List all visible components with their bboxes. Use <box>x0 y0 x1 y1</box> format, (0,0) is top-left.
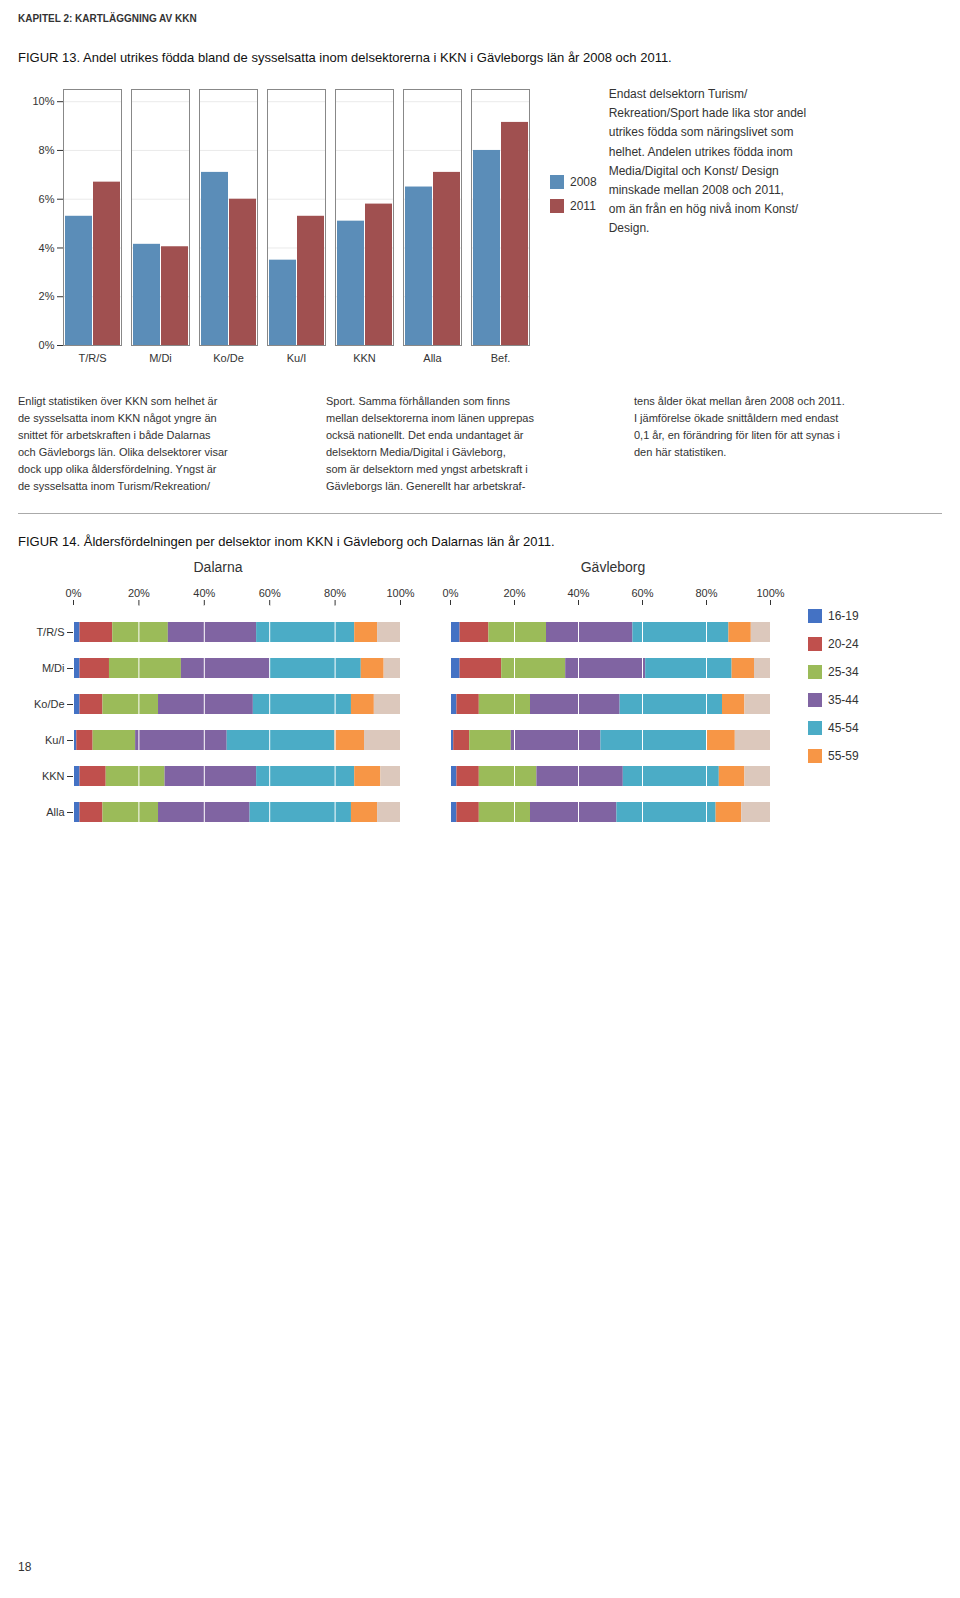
svg-text:80%: 80% <box>695 587 717 599</box>
svg-text:M/Di: M/Di <box>42 662 65 674</box>
svg-text:60%: 60% <box>631 587 653 599</box>
html-text:25-34: 25-34 <box>828 665 859 680</box>
svg-text:100%: 100% <box>756 587 784 599</box>
svg-text:T/R/S: T/R/S <box>78 352 106 364</box>
svg-text:80%: 80% <box>324 587 346 599</box>
svg-text:20%: 20% <box>503 587 525 599</box>
html-text:Endast delsektorn Turism/ Rekr: Endast delsektorn Turism/ Rekreation/Spo… <box>608 87 807 236</box>
svg-text:40%: 40% <box>567 587 589 599</box>
html-text:Dalarna: Dalarna <box>193 559 243 576</box>
svg-text:KKN: KKN <box>42 770 65 782</box>
html-text:55-59: 55-59 <box>828 749 859 764</box>
svg-text:100%: 100% <box>386 587 414 599</box>
svg-text:2%: 2% <box>39 290 55 302</box>
svg-text:Ko/De: Ko/De <box>34 698 65 710</box>
svg-text:0%: 0% <box>39 339 55 351</box>
svg-text:40%: 40% <box>193 587 215 599</box>
svg-text:6%: 6% <box>39 193 55 205</box>
html-text:45-54: 45-54 <box>828 721 859 736</box>
svg-text:M/Di: M/Di <box>149 352 172 364</box>
svg-text:0%: 0% <box>66 587 82 599</box>
html-text:FIGUR 13. Andel utrikes födda: FIGUR 13. Andel utrikes födda bland de s… <box>18 50 672 65</box>
svg-text:Ko/De: Ko/De <box>213 352 244 364</box>
html-text:35-44: 35-44 <box>828 693 859 708</box>
svg-text:0%: 0% <box>443 587 459 599</box>
html-text:18: 18 <box>18 1560 32 1574</box>
html-text:Sport. Samma förhållanden som: Sport. Samma förhållanden som finns mell… <box>326 395 534 493</box>
svg-text:20%: 20% <box>128 587 150 599</box>
html-text:Gävleborg: Gävleborg <box>580 559 646 576</box>
html-text:2011: 2011 <box>570 199 596 213</box>
svg-text:KKN: KKN <box>353 352 376 364</box>
html-text:16-19: 16-19 <box>828 609 859 624</box>
svg-text:T/R/S: T/R/S <box>36 626 64 638</box>
html-text:KAPITEL 2: KARTLÄGGNING AV KKN: KAPITEL 2: KARTLÄGGNING AV KKN <box>18 13 197 24</box>
svg-text:4%: 4% <box>39 241 55 253</box>
html-text:tens ålder ökat mellan åren 20: tens ålder ökat mellan åren 2008 och 201… <box>634 395 845 459</box>
svg-text:Alla: Alla <box>423 352 442 364</box>
svg-text:8%: 8% <box>39 144 55 156</box>
svg-text:Alla: Alla <box>46 806 65 818</box>
svg-text:60%: 60% <box>259 587 281 599</box>
html-text:Enligt statistiken över KKN so: Enligt statistiken över KKN som helhet ä… <box>18 395 228 493</box>
svg-text:10%: 10% <box>32 95 54 107</box>
svg-text:Ku/I: Ku/I <box>45 734 65 746</box>
html-text:FIGUR 14. Åldersfördelningen p: FIGUR 14. Åldersfördelningen per delsekt… <box>18 534 555 550</box>
svg-text:Bef.: Bef. <box>491 352 511 364</box>
svg-text:Ku/I: Ku/I <box>287 352 307 364</box>
html-text:2008: 2008 <box>570 175 597 189</box>
html-text:20-24: 20-24 <box>828 637 859 652</box>
